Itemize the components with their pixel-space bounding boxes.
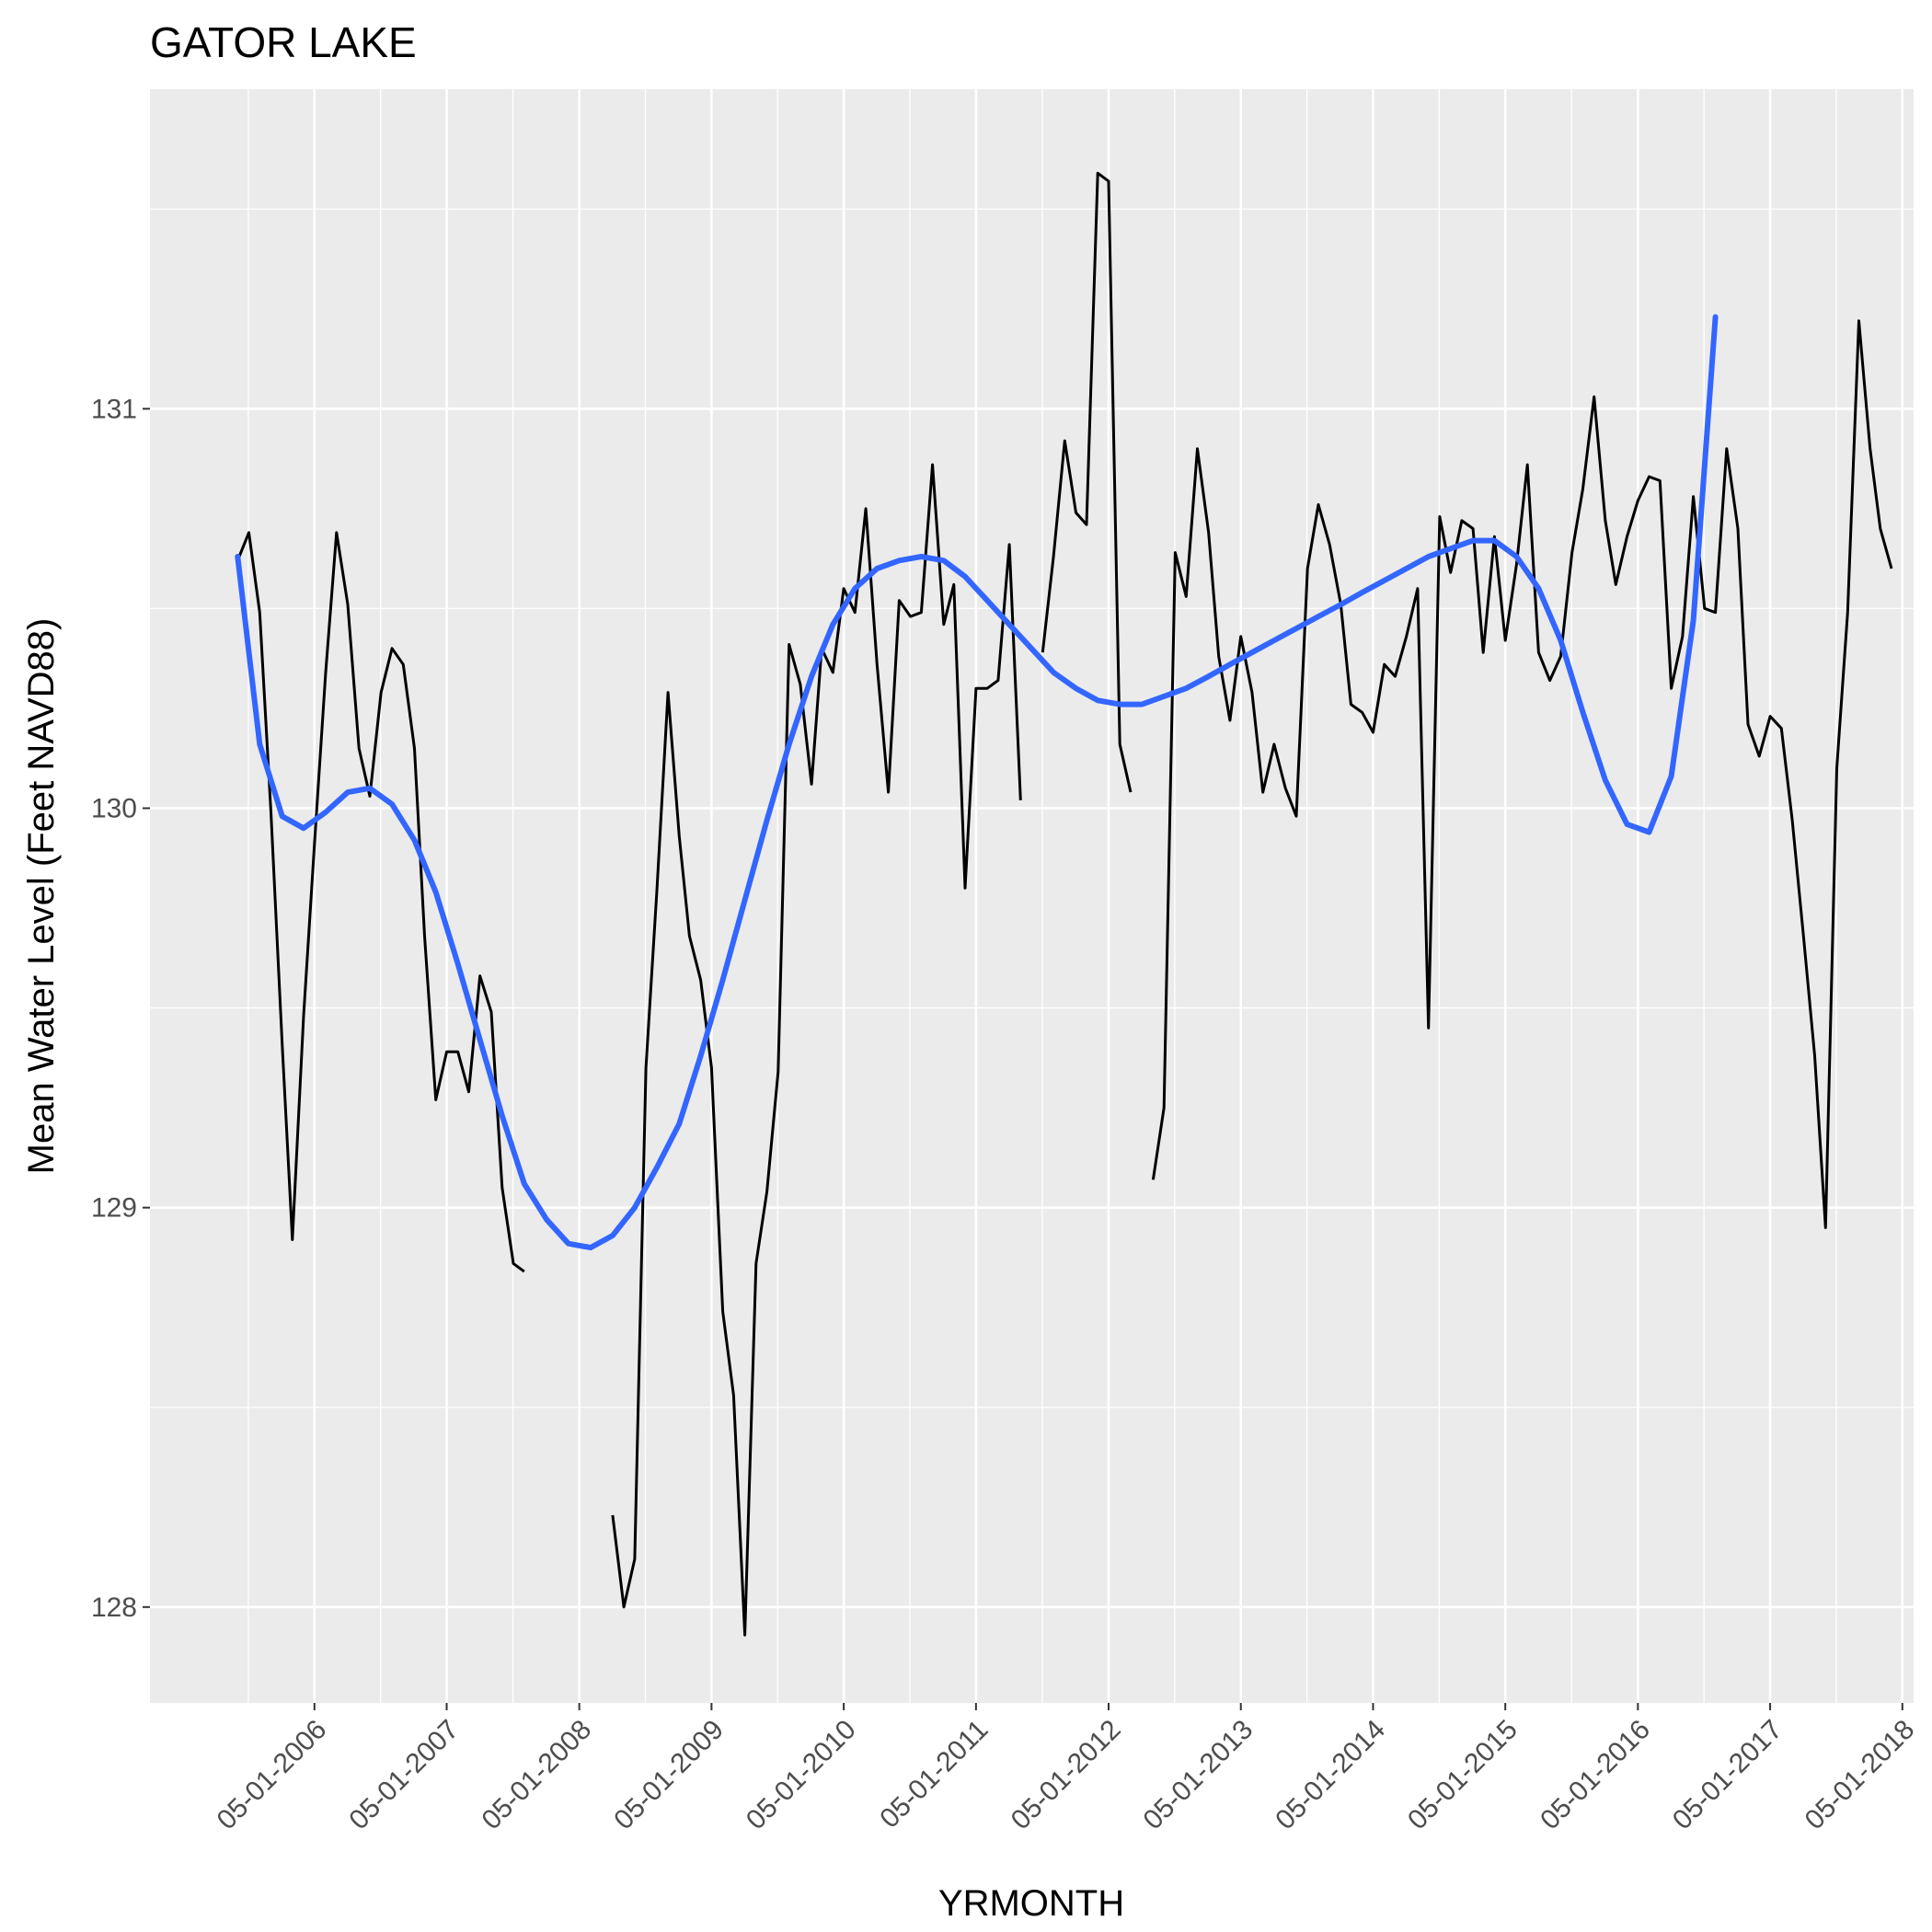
x-axis: 05-01-2006 05-01-2007 05-01-2008 05-01-2009… [212,1703,1921,1835]
series-line-segment-1 [236,531,525,1273]
series-line-segment-3 [1041,171,1133,793]
y-tick-label: 129 [91,1193,137,1224]
y-axis: 128 129 130 131 [91,394,150,1623]
smooth-line [235,314,1719,1251]
x-tick-label: 05-01-2016 [1535,1714,1656,1835]
y-tick-label: 128 [91,1593,137,1623]
x-tick-label: 05-01-2015 [1402,1714,1524,1835]
series-layer [236,171,1893,1637]
grid-major [150,89,1914,1703]
y-tick-label: 131 [91,394,137,424]
x-tick-label: 05-01-2018 [1800,1714,1921,1835]
x-axis-title: YRMONTH [938,1883,1124,1924]
y-axis-title: Mean Water Level (Feet NAVD88) [21,618,62,1175]
x-tick-label: 05-01-2010 [741,1714,862,1835]
series-line-segment-4 [1151,319,1893,1229]
x-tick-label: 05-01-2017 [1667,1714,1788,1835]
y-tick-label: 130 [91,793,137,823]
x-tick-label: 05-01-2006 [212,1714,333,1835]
series-line-segment-2 [611,463,1022,1637]
x-tick-label: 05-01-2012 [1006,1714,1127,1835]
x-tick-label: 05-01-2014 [1270,1714,1391,1835]
plot-panel [150,89,1914,1703]
x-tick-label: 05-01-2008 [476,1714,597,1835]
x-tick-label: 05-01-2007 [343,1714,465,1835]
x-tick-label: 05-01-2013 [1138,1714,1259,1835]
x-tick-label: 05-01-2011 [874,1714,994,1834]
chart-title: GATOR LAKE [150,18,417,66]
smooth-layer [235,314,1719,1251]
x-tick-label: 05-01-2009 [608,1714,730,1835]
grid-minor [150,89,1914,1703]
